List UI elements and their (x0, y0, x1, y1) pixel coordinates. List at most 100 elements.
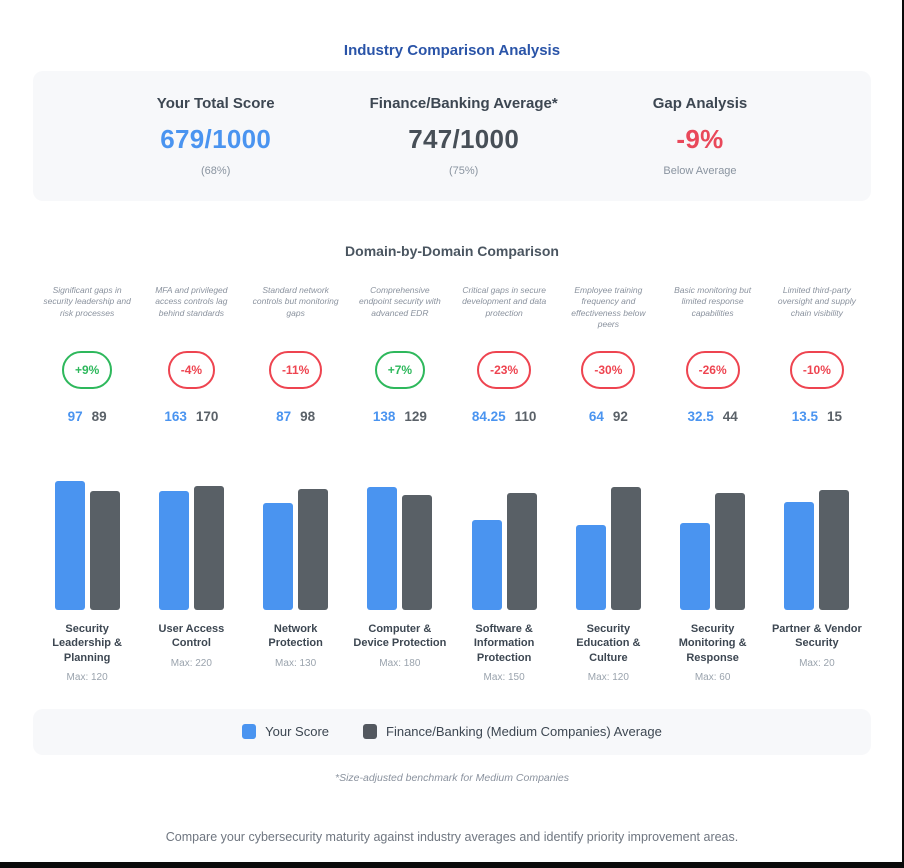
your-total-score-value: 679/1000 (160, 124, 272, 154)
summary-card: Your Total Score 679/1000 (68%) Finance/… (33, 71, 871, 201)
gap-analysis-note: Below Average (663, 165, 737, 177)
gap-badge: -30% (581, 351, 636, 389)
gap-badge: +7% (374, 351, 426, 389)
domain-scores: 64 92 (559, 409, 657, 424)
your-score-bar (575, 525, 606, 610)
domain-description: Employee training frequency and effectiv… (571, 285, 646, 330)
your-score-bar (367, 487, 398, 610)
domain-grid: Significant gaps in security leadership … (38, 285, 866, 683)
average-score-value: 15 (827, 409, 843, 424)
domain-scores: 163 170 (142, 409, 240, 424)
your-score-value: 87 (276, 409, 292, 424)
average-score-bar (819, 490, 850, 610)
domain-max-score: Max: 150 (483, 671, 525, 683)
gap-analysis-value: -9% (676, 124, 724, 154)
gap-badge-row: +9% (38, 351, 136, 393)
domain-name: Security Monitoring & Response (678, 623, 747, 664)
gap-badge: -23% (477, 351, 532, 389)
domain-max-score: Max: 180 (379, 657, 421, 669)
average-score-bar (193, 486, 224, 610)
summary-industry-average: Finance/Banking Average* 747/1000 (75%) (370, 95, 558, 177)
gap-badge: -11% (268, 351, 323, 389)
gap-badge-row: -11% (247, 351, 345, 393)
gap-badge-row: -26% (664, 351, 762, 393)
legend-item: Your Score (242, 724, 330, 740)
industry-average-percent: (75%) (448, 165, 479, 177)
your-total-score-percent: (68%) (201, 165, 231, 177)
domain-max-score: Max: 20 (799, 657, 835, 669)
your-score-bar (54, 481, 85, 610)
domain-scores: 87 98 (247, 409, 345, 424)
legend-swatch-icon (363, 724, 378, 740)
average-score-value: 89 (91, 409, 107, 424)
domain-name: Software & Information Protection (473, 623, 535, 664)
domain-description: MFA and privileged access controls lag b… (155, 285, 228, 318)
summary-gap-analysis: Gap Analysis -9% Below Average (653, 95, 747, 177)
average-score-bar (89, 491, 120, 610)
summary-label: Your Total Score (156, 95, 275, 112)
domain-name: Security Education & Culture (576, 623, 641, 664)
summary-label: Gap Analysis (652, 95, 748, 112)
your-score-value: 32.5 (687, 409, 714, 424)
page-title: Industry Comparison Analysis (343, 42, 561, 59)
domain-description: Limited third-party oversight and supply… (777, 285, 856, 318)
average-score-bar (610, 487, 641, 610)
bar-pair (664, 450, 762, 610)
legend-item: Finance/Banking (Medium Companies) Avera… (363, 724, 662, 740)
domain-name: Computer & Device Protection (353, 623, 447, 650)
gap-badge-row: -4% (142, 351, 240, 393)
your-score-bar (471, 520, 502, 610)
domain-description: Significant gaps in security leadership … (43, 285, 131, 318)
your-score-bar (263, 503, 294, 610)
your-score-bar (784, 502, 815, 610)
domain-name: User Access Control (158, 623, 225, 650)
gap-badge-row: +7% (351, 351, 449, 393)
bar-pair (351, 450, 449, 610)
domain-column: Comprehensive endpoint security with adv… (351, 285, 449, 683)
domain-column: Significant gaps in security leadership … (38, 285, 136, 683)
domain-column: Limited third-party oversight and supply… (768, 285, 866, 683)
gap-badge: -4% (167, 351, 216, 389)
window-bottom-border (0, 862, 904, 868)
gap-badge-row: -30% (559, 351, 657, 393)
domain-column: Employee training frequency and effectiv… (559, 285, 657, 683)
bar-pair (247, 450, 345, 610)
industry-average-value: 747/1000 (408, 124, 520, 154)
domain-name: Partner & Vendor Security (771, 623, 862, 650)
average-score-bar (402, 495, 433, 610)
summary-your-score: Your Total Score 679/1000 (68%) (157, 95, 275, 177)
gap-badge: -26% (685, 351, 740, 389)
bar-pair (455, 450, 553, 610)
average-score-value: 170 (195, 409, 219, 424)
benchmark-footnote: *Size-adjusted benchmark for Medium Comp… (334, 771, 570, 784)
domain-max-score: Max: 120 (587, 671, 629, 683)
average-score-bar (298, 489, 329, 610)
domain-max-score: Max: 60 (694, 671, 731, 683)
average-score-value: 129 (404, 409, 427, 424)
domain-max-score: Max: 130 (275, 657, 317, 669)
domain-max-score: Max: 220 (170, 657, 212, 669)
average-score-bar (715, 493, 746, 610)
domain-description: Basic monitoring but limited response ca… (674, 285, 752, 318)
gap-badge: +9% (61, 351, 113, 389)
legend-item-label: Finance/Banking (Medium Companies) Avera… (386, 724, 662, 740)
domain-description: Standard network controls but monitoring… (252, 285, 339, 318)
domain-name: Security Leadership & Planning (52, 623, 122, 664)
your-score-bar (680, 523, 711, 610)
chart-legend: Your Score Finance/Banking (Medium Compa… (33, 708, 871, 755)
your-score-value: 138 (372, 409, 396, 424)
your-score-value: 97 (67, 409, 83, 424)
your-score-value: 64 (588, 409, 604, 424)
window-right-border (902, 0, 904, 868)
bar-pair (768, 450, 866, 610)
average-score-value: 110 (514, 409, 537, 424)
domain-max-score: Max: 120 (66, 671, 108, 683)
bar-pair (38, 450, 136, 610)
domain-scores: 32.5 44 (664, 409, 762, 424)
domain-scores: 97 89 (38, 409, 136, 424)
legend-item-label: Your Score (265, 724, 330, 740)
gap-badge-row: -10% (768, 351, 866, 393)
domain-description: Comprehensive endpoint security with adv… (359, 285, 441, 318)
bar-pair (142, 450, 240, 610)
